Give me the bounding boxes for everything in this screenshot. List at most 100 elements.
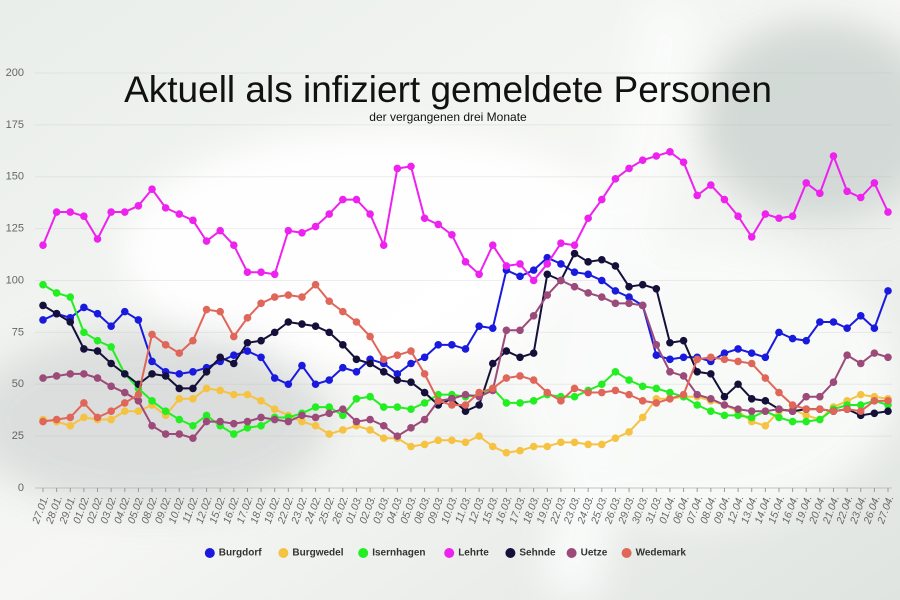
point bbox=[230, 390, 238, 399]
point bbox=[816, 392, 824, 401]
point bbox=[107, 322, 115, 330]
point bbox=[298, 320, 306, 328]
point bbox=[448, 401, 456, 409]
point bbox=[270, 415, 279, 424]
point bbox=[339, 426, 347, 434]
point bbox=[802, 417, 811, 426]
point bbox=[420, 214, 429, 223]
point bbox=[202, 305, 211, 314]
point bbox=[652, 399, 661, 407]
point bbox=[80, 328, 88, 337]
point bbox=[734, 212, 742, 220]
point bbox=[161, 407, 170, 416]
point bbox=[884, 397, 892, 405]
point bbox=[788, 401, 797, 409]
point bbox=[39, 301, 47, 310]
point bbox=[216, 386, 224, 395]
point bbox=[352, 417, 361, 426]
point bbox=[747, 349, 756, 357]
point bbox=[230, 351, 238, 360]
point bbox=[298, 361, 306, 370]
point bbox=[611, 287, 620, 295]
chart-subtitle: der vergangenen drei Monate bbox=[369, 110, 527, 124]
point bbox=[679, 158, 688, 167]
point bbox=[652, 285, 661, 293]
point bbox=[311, 413, 320, 422]
legend-label: Wedemark bbox=[636, 548, 687, 559]
point bbox=[448, 394, 456, 403]
point bbox=[379, 368, 388, 376]
legend-label: Burgwedel bbox=[292, 548, 343, 559]
y-tick-label: 0 bbox=[18, 482, 24, 494]
point bbox=[339, 341, 347, 349]
point bbox=[175, 349, 184, 357]
point bbox=[625, 293, 633, 301]
point bbox=[502, 347, 511, 355]
point bbox=[461, 401, 470, 409]
point bbox=[884, 353, 892, 362]
point bbox=[325, 403, 334, 411]
point bbox=[720, 392, 729, 401]
point bbox=[775, 388, 783, 397]
point bbox=[829, 378, 838, 386]
point bbox=[761, 397, 770, 405]
point bbox=[856, 311, 865, 320]
point bbox=[175, 370, 184, 378]
point bbox=[856, 193, 865, 202]
point bbox=[638, 382, 647, 391]
chart-title: Aktuell als infiziert gemeldete Personen bbox=[124, 69, 772, 110]
point bbox=[666, 338, 674, 347]
point bbox=[420, 399, 429, 407]
point bbox=[693, 401, 701, 409]
point bbox=[216, 307, 224, 316]
point bbox=[407, 359, 415, 368]
point bbox=[216, 417, 224, 426]
point bbox=[611, 434, 620, 443]
point bbox=[379, 434, 388, 443]
point bbox=[175, 394, 184, 403]
point bbox=[39, 374, 47, 382]
point bbox=[707, 394, 715, 403]
point bbox=[693, 355, 701, 364]
point bbox=[666, 148, 674, 156]
point bbox=[570, 438, 579, 447]
point bbox=[611, 368, 620, 376]
point bbox=[488, 442, 497, 451]
point bbox=[107, 208, 115, 216]
point bbox=[311, 403, 320, 411]
point bbox=[339, 405, 347, 413]
point bbox=[189, 336, 197, 345]
point bbox=[66, 421, 75, 430]
point bbox=[597, 388, 606, 397]
point bbox=[107, 382, 115, 391]
point bbox=[475, 401, 483, 409]
point bbox=[475, 432, 483, 440]
point bbox=[516, 272, 524, 281]
point bbox=[543, 442, 552, 451]
point bbox=[339, 195, 347, 204]
point bbox=[120, 370, 129, 378]
point bbox=[529, 266, 538, 274]
point bbox=[734, 380, 742, 389]
point bbox=[557, 239, 565, 247]
point bbox=[870, 349, 879, 357]
point bbox=[488, 359, 497, 368]
point bbox=[707, 407, 715, 416]
point bbox=[80, 399, 88, 407]
point bbox=[543, 388, 552, 397]
point bbox=[856, 407, 865, 416]
point bbox=[761, 210, 770, 218]
point bbox=[66, 318, 75, 326]
point bbox=[679, 372, 688, 380]
point bbox=[843, 351, 851, 360]
point bbox=[747, 359, 756, 368]
point bbox=[311, 322, 320, 330]
point bbox=[230, 419, 238, 428]
point bbox=[666, 388, 674, 397]
point bbox=[80, 212, 88, 220]
point bbox=[107, 343, 115, 351]
point bbox=[257, 268, 265, 277]
point bbox=[325, 297, 334, 306]
point bbox=[557, 260, 565, 268]
